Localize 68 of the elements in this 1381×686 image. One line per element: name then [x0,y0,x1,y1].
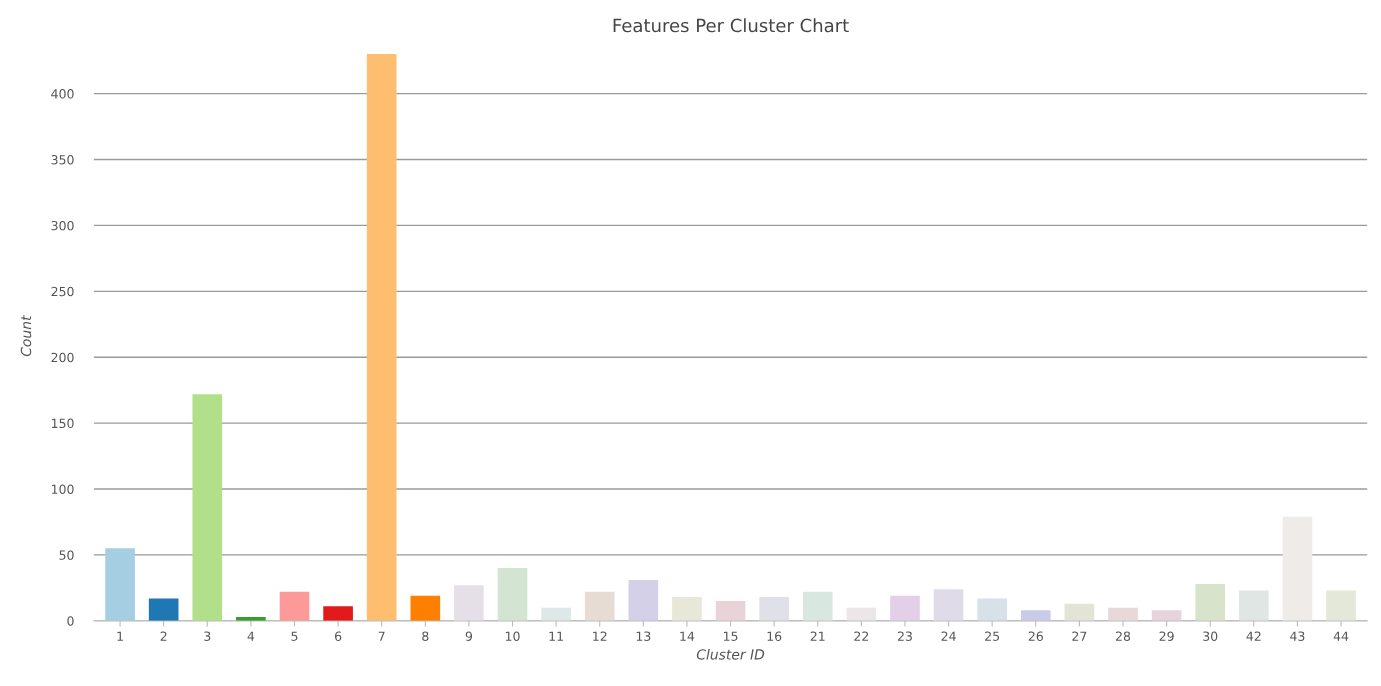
y-tick-label: 150 [51,418,74,429]
bar [1064,603,1095,621]
bar [802,591,833,621]
x-tick-label: 12 [593,631,607,641]
bar [192,394,223,621]
bar [1326,590,1356,621]
x-tick-label: 2 [160,631,167,641]
bar [279,591,310,621]
x-tick-label: 44 [1333,631,1349,641]
x-tick-label: 4 [247,631,255,641]
bar [366,54,397,621]
x-tick-label: 25 [985,631,1000,641]
x-tick-label: 13 [636,631,651,641]
x-tick-label: 14 [680,631,695,641]
x-tick-label: 29 [1159,631,1174,641]
x-tick-label: 42 [1246,631,1261,641]
y-tick-label: 300 [51,220,74,231]
bar [148,598,179,621]
bar [584,591,615,621]
bar [759,597,789,621]
x-tick-label: 30 [1203,631,1218,641]
y-axis-title: Count [20,315,32,357]
y-tick-label: 0 [67,616,74,626]
bar [933,589,964,621]
x-tick-label: 22 [854,631,869,641]
bar [1195,583,1226,621]
x-tick-label: 21 [810,631,825,641]
bar [1238,590,1269,621]
x-axis-title: Cluster ID [696,648,765,660]
bar [541,607,571,621]
bar [1151,610,1182,621]
bar [890,595,920,621]
x-tick-label: 7 [378,631,385,641]
bar [454,585,484,621]
y-tick-label: 250 [51,286,74,297]
x-tick-label: 43 [1290,631,1305,641]
x-tick-label: 26 [1028,631,1043,641]
chart-title: Features Per Cluster Chart [613,18,849,33]
x-tick-label: 24 [941,631,956,641]
bar [410,595,441,621]
bar [1282,516,1313,621]
bar [672,597,702,621]
bar [715,601,746,621]
x-tick-label: 5 [291,631,298,641]
x-tick-label: 10 [505,631,520,641]
bar [323,606,353,621]
y-tick-label: 350 [51,155,74,165]
x-tick-label: 3 [204,631,211,641]
y-tick-label: 50 [59,550,74,560]
bar [497,568,528,621]
x-tick-label: 15 [723,631,738,641]
y-tick-label: 400 [51,89,74,99]
y-tick-label: 200 [51,352,74,363]
bar [105,548,135,621]
x-tick-label: 1 [117,631,123,641]
x-tick-label: 16 [767,631,782,641]
x-tick-label: 8 [422,631,429,641]
x-tick-label: 11 [549,631,563,641]
x-tick-label: 23 [897,631,912,641]
bar [977,598,1008,621]
bar [1108,607,1138,621]
x-tick-label: 6 [335,631,342,641]
bar [628,579,659,621]
x-tick-label: 9 [465,631,473,641]
x-tick-label: 27 [1072,631,1087,641]
y-tick-label: 100 [51,484,74,494]
bar [1020,610,1051,621]
x-tick-label: 28 [1115,631,1131,641]
